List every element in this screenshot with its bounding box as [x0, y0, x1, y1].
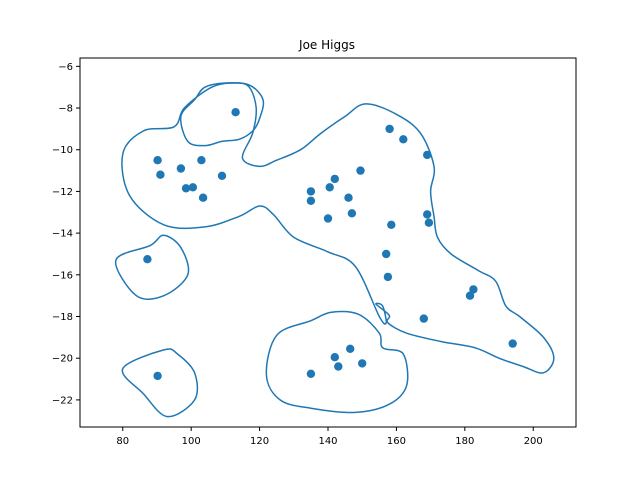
data-point-23 [356, 166, 365, 175]
density-contour-3 [115, 234, 190, 300]
data-point-30 [419, 314, 428, 323]
y-tick-label: −6 [58, 62, 73, 73]
data-point-10 [217, 171, 227, 180]
data-point-4 [153, 371, 162, 381]
data-point-8 [197, 156, 206, 165]
x-tick-label: 80 [116, 436, 129, 447]
data-point-25 [382, 249, 391, 259]
density-contour-4 [121, 348, 199, 418]
data-point-1 [143, 255, 152, 264]
chart-title: Joe Higgs [298, 38, 355, 52]
y-tick-label: −18 [52, 312, 73, 323]
data-point-13 [306, 196, 316, 205]
data-point-19 [334, 362, 343, 371]
contour-layer [115, 82, 555, 418]
x-tick-label: 100 [182, 436, 201, 447]
data-point-35 [469, 285, 478, 294]
data-point-21 [346, 344, 355, 353]
x-tick-label: 120 [250, 436, 269, 447]
point-layer [143, 108, 517, 381]
density-contour-1 [121, 82, 555, 374]
x-tick-label: 200 [524, 436, 543, 447]
data-point-3 [156, 170, 165, 179]
data-point-17 [330, 174, 339, 184]
y-tick-label: −10 [52, 145, 73, 156]
data-point-34 [465, 291, 475, 300]
data-point-11 [231, 108, 240, 117]
data-point-5 [176, 164, 186, 173]
data-point-16 [325, 183, 334, 192]
y-tick-label: −12 [52, 187, 73, 198]
data-point-26 [383, 272, 393, 282]
data-point-33 [424, 218, 434, 227]
data-point-12 [306, 187, 316, 196]
data-point-22 [347, 209, 357, 218]
data-point-15 [323, 214, 333, 223]
axis-layer: 80 100 120 140 160 180 200 −6 −8 −10 −12 −14 −16 −18 −… [52, 62, 543, 447]
data-point-20 [344, 193, 353, 202]
data-point-24 [358, 359, 367, 368]
data-point-2 [153, 156, 162, 165]
data-point-29 [399, 135, 408, 144]
x-tick-label: 180 [455, 436, 474, 447]
plot-frame [79, 57, 577, 428]
x-tick-label: 140 [318, 436, 337, 447]
data-point-28 [387, 220, 396, 229]
data-point-6 [181, 184, 191, 193]
y-tick-label: −22 [52, 395, 73, 406]
x-tick-label: 160 [387, 436, 406, 447]
density-contour-5 [265, 310, 409, 414]
data-point-9 [198, 193, 208, 202]
y-tick-label: −20 [52, 354, 73, 365]
y-tick-label: −8 [58, 104, 73, 115]
data-point-18 [330, 353, 339, 362]
y-tick-label: −16 [52, 270, 73, 281]
data-point-32 [423, 210, 432, 219]
data-point-7 [188, 183, 198, 192]
data-point-31 [423, 150, 432, 160]
y-tick-label: −14 [52, 229, 73, 240]
data-point-27 [385, 124, 394, 134]
data-point-36 [508, 339, 517, 348]
density-contour-2 [179, 82, 265, 147]
data-point-14 [306, 369, 316, 378]
